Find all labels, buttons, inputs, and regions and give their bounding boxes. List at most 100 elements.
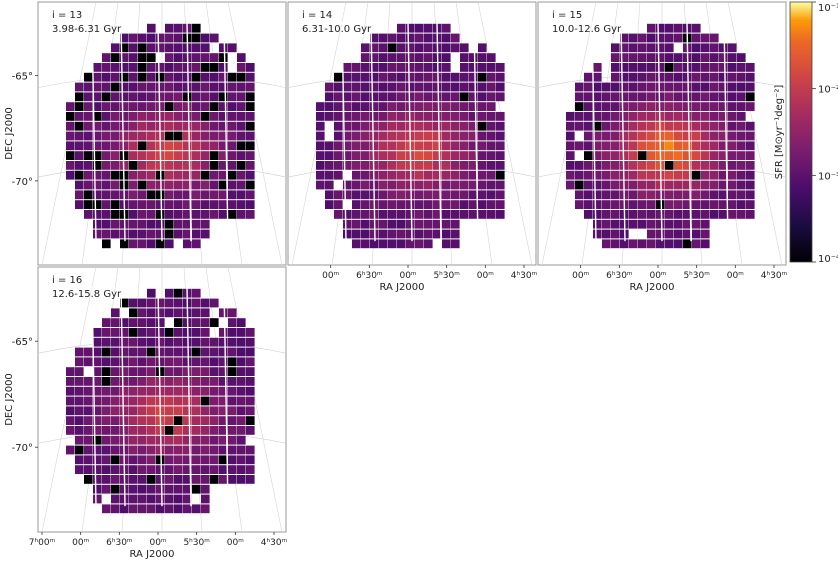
tile-seam (223, 286, 229, 507)
sfr-cell (102, 445, 111, 455)
sfr-cell (228, 318, 237, 327)
dec-tick-label: -70° (12, 443, 33, 454)
sfr-cell (174, 63, 183, 72)
sfr-cell (487, 200, 496, 209)
ra-tick-label: 00ᵐ (572, 271, 589, 281)
sfr-cell (102, 337, 111, 347)
sfr-cell (361, 239, 370, 249)
sfr-cell (442, 210, 451, 219)
sfr-cell (433, 92, 442, 102)
sfr-cell (334, 121, 343, 131)
sfr-cell (746, 180, 755, 190)
sfr-cell (683, 112, 692, 121)
sfr-cell (93, 367, 102, 376)
sfr-cell (228, 161, 237, 170)
sfr-cell (451, 151, 460, 160)
sfr-cell (246, 367, 255, 376)
sfr-cell (620, 43, 629, 53)
sfr-cell (487, 72, 496, 82)
sfr-cell (147, 200, 156, 209)
sfr-cell (129, 43, 138, 53)
sfr-cell (246, 455, 255, 465)
sfr-cell (388, 219, 397, 229)
sfr-cell (147, 377, 156, 386)
sfr-cell (692, 63, 701, 72)
sfr-cell (201, 141, 210, 151)
sfr-cell (192, 180, 201, 190)
sfr-cell (219, 63, 228, 72)
sfr-cell (665, 102, 674, 111)
sfr-cell (397, 102, 406, 111)
sfr-cell (192, 426, 201, 435)
sfr-cell (370, 112, 379, 121)
sfr-cell (656, 33, 665, 43)
sfr-cell (701, 151, 710, 160)
sfr-cell (165, 121, 174, 131)
sfr-cell (665, 229, 674, 239)
sfr-cell (638, 53, 647, 62)
sfr-cell (433, 112, 442, 121)
colorbar-tick-label: 10⁻³ (818, 171, 838, 182)
sfr-cell (674, 23, 683, 33)
sfr-cell (584, 200, 593, 209)
sfr-cell (566, 131, 575, 141)
sfr-cell (147, 92, 156, 102)
sfr-cell (174, 426, 183, 435)
sfr-cell (219, 396, 228, 406)
sfr-cell (147, 180, 156, 190)
sfr-cell (228, 151, 237, 160)
sfr-cell (352, 180, 361, 190)
sfr-cell (192, 484, 201, 494)
sfr-cell (210, 131, 219, 141)
sfr-cell (174, 170, 183, 180)
sfr-cell (111, 396, 120, 406)
sfr-cell (156, 63, 165, 72)
sfr-cell (228, 82, 237, 92)
sfr-cell (93, 435, 102, 445)
sfr-cell (246, 200, 255, 209)
sfr-cell (638, 161, 647, 170)
sfr-cell (611, 43, 620, 53)
sfr-cell (138, 190, 147, 200)
sfr-cell (210, 151, 219, 160)
sfr-cell (111, 337, 120, 347)
sfr-cell (165, 455, 174, 465)
sfr-cell (147, 475, 156, 484)
sfr-cell (111, 210, 120, 219)
sfr-cell (460, 141, 469, 151)
sfr-cell (692, 161, 701, 170)
sfr-cell (192, 308, 201, 318)
sfr-cell (316, 121, 325, 131)
sfr-cell (325, 151, 334, 160)
ra-tick-label: 00ᵐ (149, 538, 166, 548)
sfr-cell (147, 318, 156, 327)
sfr-cell (111, 190, 120, 200)
sfr-cell (210, 318, 219, 327)
sfr-cell (165, 180, 174, 190)
sfr-cell (93, 161, 102, 170)
sfr-cell (129, 72, 138, 82)
sfr-cell (566, 121, 575, 131)
sfr-cell (201, 72, 210, 82)
sfr-cell (674, 121, 683, 131)
sfr-cell (138, 357, 147, 367)
sfr-cell (111, 161, 120, 170)
sfr-cell (138, 63, 147, 72)
sfr-cell (192, 465, 201, 474)
sfr-cell (183, 484, 192, 494)
sfr-cell (192, 170, 201, 180)
sfr-cell (674, 92, 683, 102)
sfr-cell (84, 416, 93, 425)
sfr-cell (611, 151, 620, 160)
sfr-cell (611, 121, 620, 131)
sfr-cell (102, 406, 111, 416)
sfr-cell (692, 219, 701, 229)
sfr-cell (629, 72, 638, 82)
sfr-cell (93, 416, 102, 425)
sfr-cell (496, 141, 505, 151)
sfr-cell (174, 229, 183, 239)
sfr-cell (379, 102, 388, 111)
sfr-cell (674, 229, 683, 239)
sfr-cell (584, 121, 593, 131)
sfr-cell (334, 151, 343, 160)
